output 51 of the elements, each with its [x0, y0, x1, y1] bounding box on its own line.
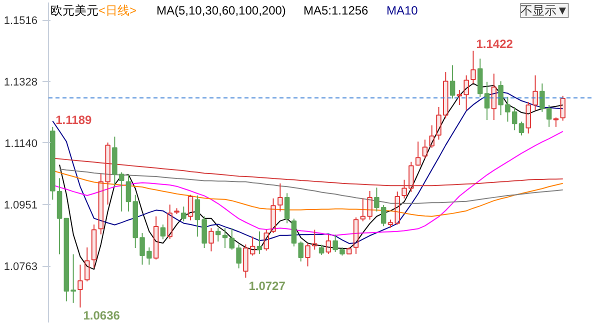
candlestick — [540, 82, 545, 112]
chart-subtitle: <日线> — [98, 4, 137, 18]
candlestick — [105, 142, 110, 206]
candlestick — [422, 139, 428, 160]
candlestick — [208, 228, 214, 252]
candlestick — [491, 73, 497, 121]
candlestick — [360, 198, 366, 222]
annotation: 1.1422 — [476, 36, 514, 51]
candlestick — [450, 64, 456, 99]
candlestick — [243, 244, 248, 278]
annotation: 1.1189 — [56, 112, 92, 127]
annotation: 1.0727 — [248, 278, 286, 293]
candlestick — [305, 242, 310, 267]
candlestick — [464, 74, 469, 111]
candlestick — [394, 191, 400, 226]
candlestick — [215, 228, 221, 242]
candlestick — [56, 178, 62, 255]
candlestick — [456, 90, 462, 106]
candlestick — [436, 106, 442, 140]
candlestick — [415, 141, 421, 166]
candlestick — [388, 219, 394, 228]
candlestick — [91, 224, 97, 268]
candlestick — [174, 208, 180, 215]
candlestick — [429, 124, 434, 148]
candlestick — [532, 74, 538, 111]
candlestick — [443, 72, 448, 119]
candlestick — [222, 228, 228, 249]
annotation: MA5:1.1256 — [304, 4, 369, 18]
y-tick-label: 1.0951 — [4, 200, 38, 212]
annotation: MA(5,10,30,60,100,200) — [156, 4, 286, 18]
y-tick-label: 1.1516 — [4, 15, 38, 28]
annotation: MA10 — [386, 4, 418, 18]
y-tick-label: 1.1328 — [4, 76, 38, 89]
annotation: 不显示▼ — [520, 4, 568, 18]
y-tick-label: 1.0763 — [4, 261, 38, 274]
y-tick-label: 1.1140 — [4, 138, 38, 150]
candlestick — [98, 173, 104, 235]
candlestick — [78, 264, 83, 308]
candlestick — [264, 229, 270, 252]
candlestick — [84, 246, 90, 282]
candlestick — [278, 182, 283, 212]
candlestick — [167, 204, 172, 240]
chart-title: 欧元美元 — [50, 4, 98, 18]
candlestick — [470, 50, 476, 84]
candlestick — [326, 234, 332, 254]
annotation: 1.0636 — [83, 308, 120, 322]
candlestick — [408, 161, 414, 192]
candlestick — [256, 230, 262, 254]
candlestick — [153, 216, 159, 260]
candlestick — [367, 190, 372, 220]
candlestick — [526, 102, 532, 134]
